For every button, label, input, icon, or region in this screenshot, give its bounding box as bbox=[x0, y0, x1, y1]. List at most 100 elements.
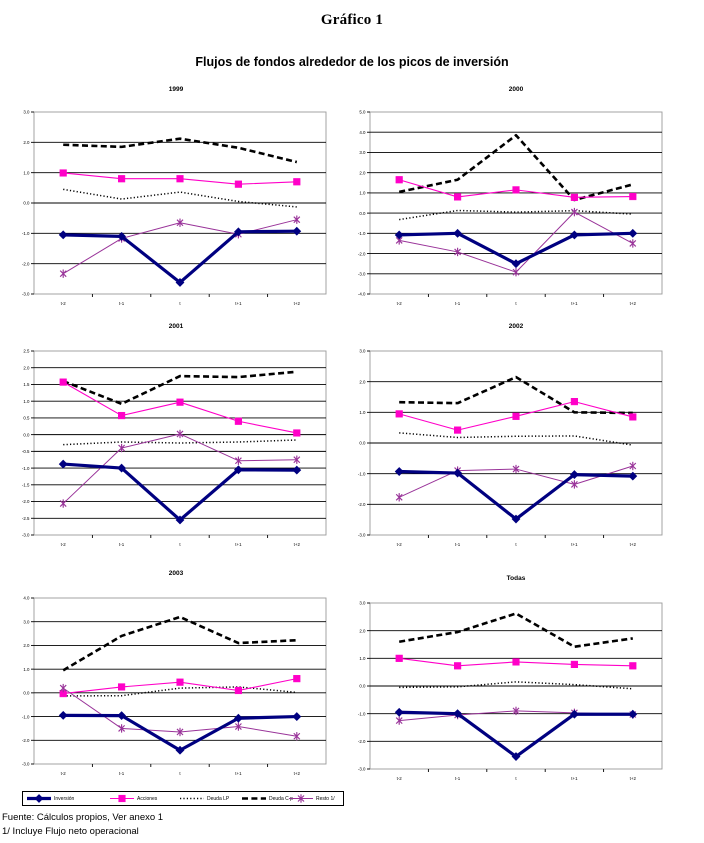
x-axis: t-2 t-1 t t+1 t+2 bbox=[397, 294, 636, 306]
legend-item-deuda_cp[interactable]: Deuda C p bbox=[241, 792, 293, 805]
svg-text:t-1: t-1 bbox=[455, 301, 461, 306]
footnote-note: 1/ Incluye Flujo neto operacional bbox=[2, 826, 139, 837]
svg-text:0.0: 0.0 bbox=[23, 201, 30, 206]
series-acciones bbox=[59, 675, 301, 698]
svg-text:-1.0: -1.0 bbox=[22, 231, 30, 236]
svg-text:-0.5: -0.5 bbox=[22, 449, 30, 454]
svg-text:t+1: t+1 bbox=[571, 776, 578, 781]
svg-text:-2.0: -2.0 bbox=[22, 738, 30, 743]
plot-area: 5.0 4.0 3.0 2.0 1.0 0.0 -1.0 -2.0 -3.0 -4.0 t-2 t-1… bbox=[348, 98, 684, 318]
source-note: Fuente: Cálculos propios, Ver anexo 1 bbox=[2, 812, 164, 823]
svg-text:4.0: 4.0 bbox=[359, 130, 366, 135]
svg-text:t-1: t-1 bbox=[119, 771, 125, 776]
svg-text:-3.0: -3.0 bbox=[358, 533, 366, 538]
chart-panel-1999: 1999 3.0 2.0 1.0 0.0 -1.0 -2.0 -3.0 t-2 t-1 t t+1 t+… bbox=[12, 86, 340, 318]
chart-title: 2000 bbox=[508, 86, 524, 93]
svg-text:t-2: t-2 bbox=[397, 776, 403, 781]
series-deuda-lp bbox=[399, 681, 633, 690]
series-acciones bbox=[395, 176, 637, 201]
chart-title: 2002 bbox=[508, 323, 524, 330]
legend-swatch-deuda_lp-icon bbox=[179, 793, 205, 804]
svg-text:0.0: 0.0 bbox=[23, 691, 30, 696]
svg-text:t-2: t-2 bbox=[397, 542, 403, 547]
legend-item-inversion[interactable]: Inversión bbox=[26, 792, 74, 805]
series-deuda-lp bbox=[63, 686, 297, 697]
svg-text:-3.0: -3.0 bbox=[358, 271, 366, 276]
svg-text:-3.0: -3.0 bbox=[22, 292, 30, 297]
series-inversi-n bbox=[394, 228, 638, 269]
legend-item-resto[interactable]: Resto 1/ bbox=[288, 792, 335, 805]
legend-swatch-resto-icon bbox=[288, 793, 314, 804]
svg-text:-2.0: -2.0 bbox=[358, 502, 366, 507]
legend-label-inversion: Inversión bbox=[54, 795, 75, 802]
series-acciones bbox=[395, 654, 637, 670]
chart-panel-2001: 2001 2.5 2.0 1.5 1.0 0.5 0.0 -0.5 -1.0 -1.5 -2.0 -2… bbox=[12, 323, 340, 559]
svg-text:3.0: 3.0 bbox=[359, 349, 366, 354]
series-deuda-c-p bbox=[62, 615, 297, 672]
svg-text:t-1: t-1 bbox=[119, 542, 125, 547]
svg-text:-2.0: -2.0 bbox=[358, 739, 366, 744]
chart-legend: Inversión Acciones Deuda LP Deuda C p Resto … bbox=[22, 791, 344, 806]
svg-text:3.0: 3.0 bbox=[23, 619, 30, 624]
svg-text:t-1: t-1 bbox=[119, 301, 125, 306]
series-inversi-n bbox=[394, 707, 638, 761]
svg-text:-1.0: -1.0 bbox=[22, 466, 30, 471]
svg-text:t+2: t+2 bbox=[630, 776, 637, 781]
svg-text:t: t bbox=[179, 542, 181, 547]
svg-text:1.0: 1.0 bbox=[23, 667, 30, 672]
plot-area: 3.0 2.0 1.0 0.0 -1.0 -2.0 -3.0 t-2 t-1 t t+1 t+2 bbox=[12, 98, 340, 318]
plot-area: 4.0 3.0 2.0 1.0 0.0 -1.0 -2.0 -3.0 t-2 t-1 t t+1 t+2 bbox=[12, 582, 340, 788]
series-deuda-c-p bbox=[63, 137, 298, 164]
x-axis: t-2 t-1 t t+1 t+2 bbox=[61, 535, 301, 547]
chart-title: 2001 bbox=[168, 323, 184, 330]
svg-text:t+1: t+1 bbox=[235, 542, 242, 547]
chart-panel-2002: 2002 3.0 2.0 1.0 0.0 -1.0 -2.0 -3.0 t-2 t-1 t t+1 t+… bbox=[348, 323, 684, 559]
series-resto bbox=[395, 207, 637, 277]
chart-title: Todas bbox=[506, 575, 526, 582]
svg-text:-1.0: -1.0 bbox=[358, 231, 366, 236]
svg-text:4.0: 4.0 bbox=[23, 596, 30, 601]
series-inversi-n bbox=[58, 459, 302, 525]
legend-item-deuda_lp[interactable]: Deuda LP bbox=[179, 792, 229, 805]
series-deuda-lp bbox=[63, 188, 297, 208]
legend-swatch-deuda_cp-icon bbox=[241, 793, 267, 804]
svg-text:t+1: t+1 bbox=[235, 301, 242, 306]
svg-text:2.0: 2.0 bbox=[23, 643, 30, 648]
svg-text:1.0: 1.0 bbox=[359, 656, 366, 661]
series-deuda-lp bbox=[63, 439, 297, 446]
legend-item-acciones[interactable]: Acciones bbox=[109, 792, 157, 805]
svg-text:5.0: 5.0 bbox=[359, 110, 366, 115]
chart-panel-todas: Todas 3.0 2.0 1.0 0.0 -1.0 -2.0 -3.0 t-2 t-1 t t+1 t… bbox=[348, 575, 684, 793]
series-resto bbox=[395, 461, 637, 502]
svg-text:-3.0: -3.0 bbox=[22, 762, 30, 767]
legend-label-deuda_lp: Deuda LP bbox=[207, 795, 230, 802]
series-resto bbox=[59, 683, 301, 741]
y-gridlines: 5.0 4.0 3.0 2.0 1.0 0.0 -1.0 -2.0 -3.0 -4.0 bbox=[358, 110, 662, 297]
svg-text:2.0: 2.0 bbox=[23, 140, 30, 145]
svg-text:0.0: 0.0 bbox=[359, 211, 366, 216]
svg-text:t+2: t+2 bbox=[294, 542, 301, 547]
chart-panel-2003: 2003 4.0 3.0 2.0 1.0 0.0 -1.0 -2.0 -3.0 t-2 t-1 t t+… bbox=[12, 570, 340, 788]
svg-text:-2.0: -2.0 bbox=[22, 499, 30, 504]
series-inversi-n bbox=[394, 467, 638, 524]
svg-text:t+1: t+1 bbox=[235, 771, 242, 776]
svg-text:-2.0: -2.0 bbox=[358, 251, 366, 256]
x-axis: t-2 t-1 t t+1 t+2 bbox=[61, 294, 301, 306]
svg-text:0.0: 0.0 bbox=[359, 441, 366, 446]
series-deuda-c-p bbox=[398, 133, 634, 202]
svg-text:3.0: 3.0 bbox=[23, 110, 30, 115]
svg-text:2.5: 2.5 bbox=[23, 349, 30, 354]
series-acciones bbox=[395, 398, 637, 434]
svg-text:0.0: 0.0 bbox=[23, 432, 30, 437]
svg-text:-4.0: -4.0 bbox=[358, 292, 366, 297]
svg-text:2.0: 2.0 bbox=[359, 170, 366, 175]
svg-text:t+2: t+2 bbox=[294, 301, 301, 306]
svg-text:2.0: 2.0 bbox=[359, 628, 366, 633]
svg-text:t+1: t+1 bbox=[571, 542, 578, 547]
y-gridlines: 3.0 2.0 1.0 0.0 -1.0 -2.0 -3.0 bbox=[22, 110, 326, 297]
series-deuda-c-p bbox=[399, 375, 633, 415]
plot-area: 3.0 2.0 1.0 0.0 -1.0 -2.0 -3.0 t-2 t-1 t t+1 t+2 bbox=[348, 587, 684, 793]
svg-text:1.0: 1.0 bbox=[359, 191, 366, 196]
legend-swatch-inversion-icon bbox=[26, 793, 52, 804]
svg-text:0.0: 0.0 bbox=[359, 684, 366, 689]
